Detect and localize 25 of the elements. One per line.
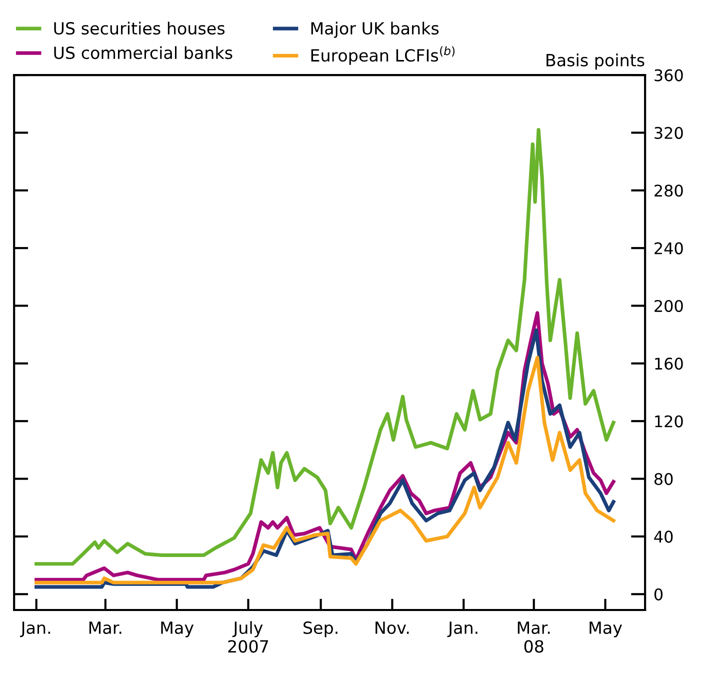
y-tick-label: 160 <box>655 358 683 370</box>
legend-label: US commercial banks <box>54 46 232 60</box>
y-tick-label: 320 <box>654 126 683 140</box>
y-tick-label: 0 <box>654 588 663 600</box>
x-tick-label: Mar. 08 <box>518 622 550 653</box>
legend-label: Major UK banks <box>311 22 439 38</box>
y-tick-label: 240 <box>654 242 683 254</box>
x-tick-label: Mar. <box>89 622 122 634</box>
x-tick-label: May <box>161 622 194 638</box>
y-tick-label: 80 <box>654 473 673 486</box>
y-tick-label: 280 <box>654 184 683 197</box>
x-tick-label: May <box>590 622 622 638</box>
legend-label: US securities houses <box>54 22 225 35</box>
y-axis-title: Basis points <box>546 54 644 70</box>
x-tick-label: July 2007 <box>228 621 268 653</box>
y-tick-label: 200 <box>654 300 683 312</box>
legend-label: European LCFIs$^{(b)}$ <box>311 46 455 65</box>
y-tick-label: 120 <box>655 415 683 428</box>
y-tick-label: 360 <box>654 69 683 82</box>
x-tick-label: Jan. <box>447 622 478 638</box>
x-tick-label: Jan. <box>20 622 50 638</box>
line-series <box>34 128 616 566</box>
y-tick-label: 40 <box>654 530 673 543</box>
x-tick-label: Sep. <box>304 621 338 638</box>
x-tick-label: Nov. <box>376 622 409 634</box>
